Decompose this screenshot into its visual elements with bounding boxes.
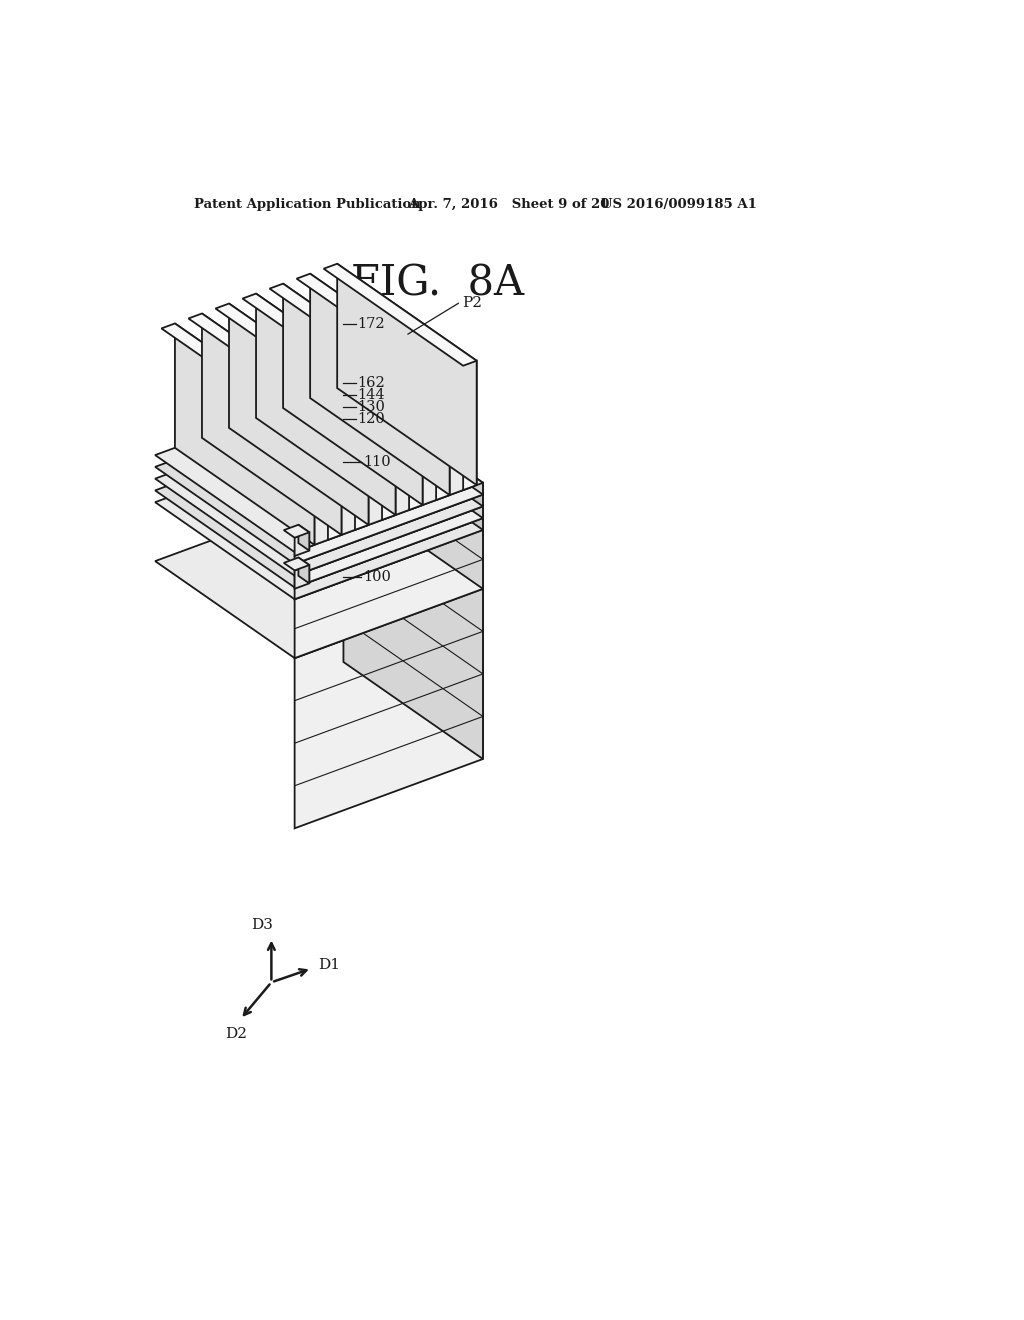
Polygon shape [188, 313, 341, 416]
Polygon shape [155, 421, 483, 587]
Polygon shape [463, 360, 477, 490]
Polygon shape [155, 385, 483, 552]
Text: D3: D3 [251, 919, 273, 932]
Polygon shape [355, 400, 369, 529]
Polygon shape [243, 293, 395, 396]
Polygon shape [269, 284, 423, 385]
Polygon shape [155, 492, 483, 659]
Polygon shape [283, 284, 423, 506]
Polygon shape [295, 507, 483, 587]
Text: D1: D1 [317, 957, 340, 972]
Polygon shape [155, 433, 483, 599]
Polygon shape [162, 323, 314, 425]
Polygon shape [284, 525, 309, 537]
Polygon shape [343, 433, 483, 589]
Polygon shape [155, 397, 483, 564]
Polygon shape [343, 385, 483, 495]
Polygon shape [343, 421, 483, 529]
Polygon shape [328, 411, 341, 540]
Polygon shape [155, 409, 483, 576]
Polygon shape [295, 529, 483, 659]
Polygon shape [295, 532, 309, 556]
Polygon shape [301, 421, 314, 550]
Polygon shape [202, 313, 341, 535]
Text: 110: 110 [362, 455, 390, 470]
Polygon shape [295, 519, 483, 599]
Polygon shape [409, 380, 423, 510]
Polygon shape [215, 304, 369, 405]
Polygon shape [436, 371, 450, 500]
Polygon shape [343, 397, 483, 507]
Polygon shape [284, 557, 309, 570]
Text: Patent Application Publication: Patent Application Publication [194, 198, 421, 211]
Polygon shape [337, 264, 477, 486]
Polygon shape [297, 273, 450, 376]
Polygon shape [229, 304, 369, 525]
Text: 162: 162 [357, 376, 385, 391]
Polygon shape [324, 264, 477, 366]
Polygon shape [295, 495, 483, 576]
Text: P2: P2 [462, 296, 482, 310]
Polygon shape [298, 525, 309, 550]
Text: US 2016/0099185 A1: US 2016/0099185 A1 [601, 198, 757, 211]
Text: 100: 100 [362, 570, 391, 583]
Text: Apr. 7, 2016   Sheet 9 of 20: Apr. 7, 2016 Sheet 9 of 20 [409, 198, 610, 211]
Polygon shape [310, 273, 450, 495]
Text: 130: 130 [357, 400, 385, 413]
Text: D2: D2 [225, 1027, 248, 1041]
Polygon shape [343, 492, 483, 759]
Polygon shape [295, 589, 483, 829]
Polygon shape [343, 409, 483, 519]
Text: FIG.  8A: FIG. 8A [351, 263, 524, 305]
Polygon shape [295, 565, 309, 589]
Polygon shape [298, 557, 309, 583]
Text: 120: 120 [357, 412, 385, 425]
Polygon shape [175, 323, 314, 545]
Polygon shape [382, 391, 395, 520]
Polygon shape [256, 293, 395, 515]
Text: 144: 144 [357, 388, 385, 403]
Text: 172: 172 [357, 317, 385, 330]
Polygon shape [295, 483, 483, 564]
